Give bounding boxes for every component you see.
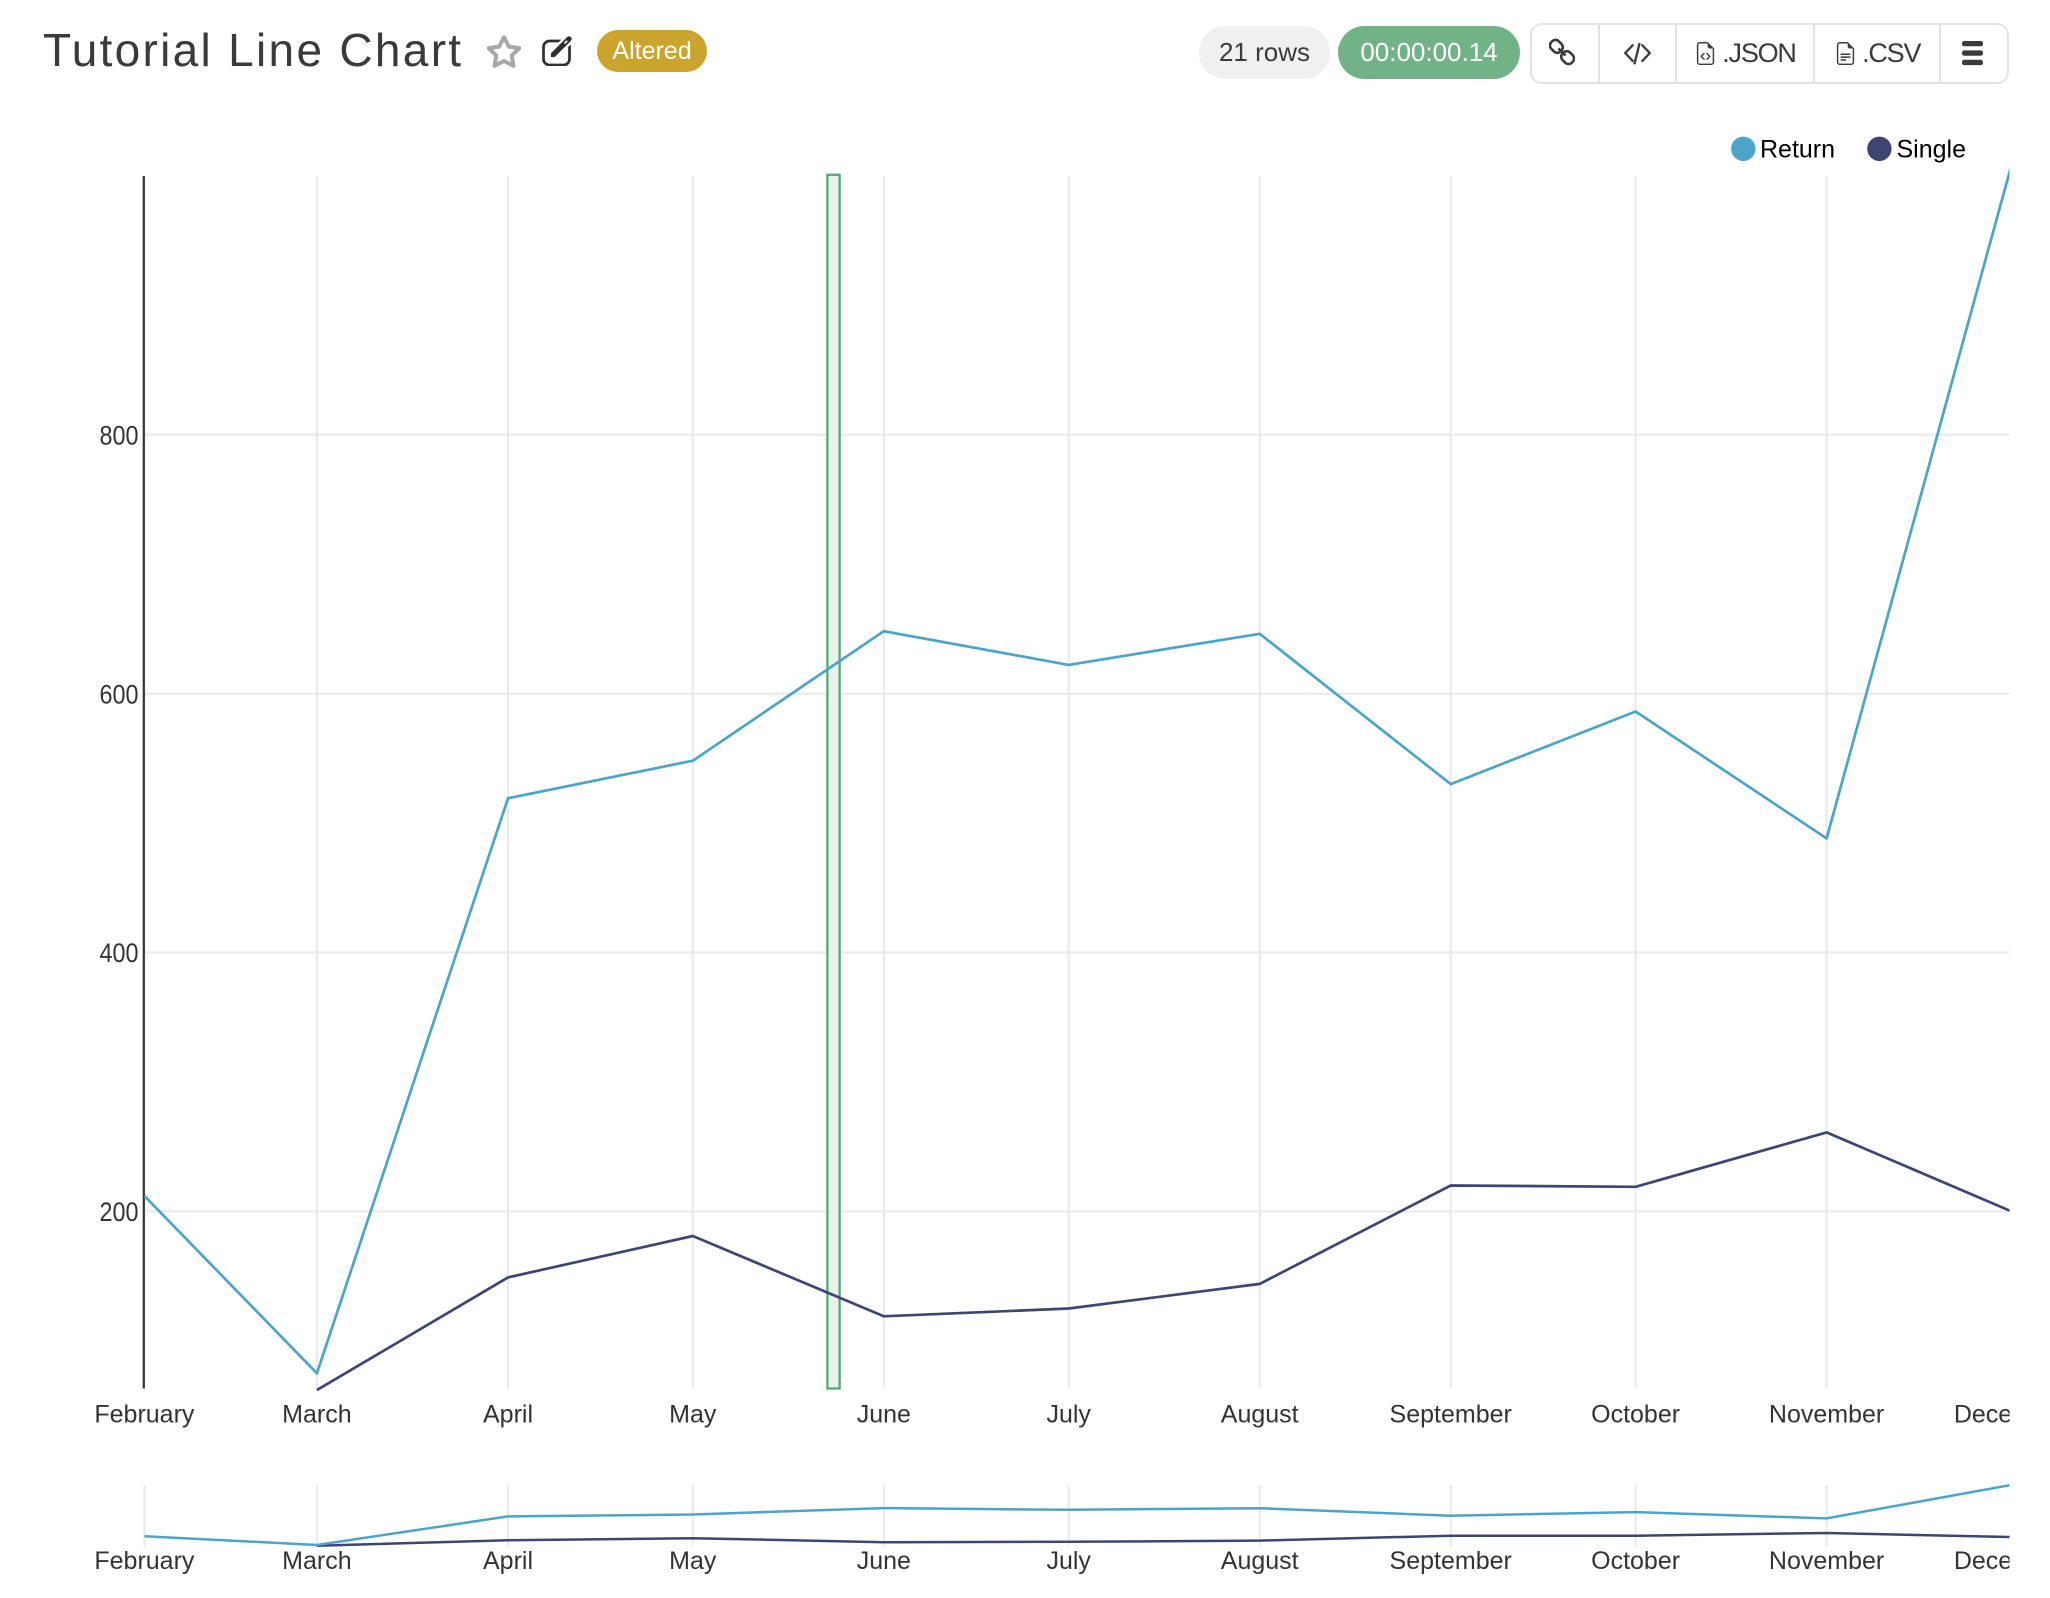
svg-text:November: November <box>1769 1401 1884 1429</box>
svg-text:February: February <box>94 1401 195 1429</box>
svg-text:September: September <box>1390 1547 1512 1575</box>
svg-text:September: September <box>1390 1401 1512 1429</box>
svg-text:200: 200 <box>100 1197 139 1227</box>
svg-text:December: December <box>1954 1547 2050 1575</box>
svg-text:800: 800 <box>100 420 139 450</box>
svg-text:May: May <box>669 1547 717 1575</box>
svg-text:August: August <box>1221 1547 1299 1575</box>
svg-text:400: 400 <box>100 938 139 968</box>
svg-text:600: 600 <box>100 680 139 710</box>
svg-text:June: June <box>857 1547 911 1575</box>
svg-text:March: March <box>282 1401 351 1429</box>
svg-text:October: October <box>1591 1547 1680 1575</box>
svg-text:April: April <box>483 1401 533 1429</box>
svg-text:Single: Single <box>1897 136 1967 164</box>
svg-text:October: October <box>1591 1401 1680 1429</box>
svg-text:May: May <box>669 1401 717 1429</box>
svg-text:February: February <box>94 1547 195 1575</box>
svg-text:July: July <box>1046 1547 1091 1575</box>
svg-text:July: July <box>1046 1401 1091 1429</box>
svg-text:December: December <box>1954 1401 2050 1429</box>
svg-text:April: April <box>483 1547 533 1575</box>
svg-text:August: August <box>1221 1401 1299 1429</box>
svg-text:March: March <box>282 1547 351 1575</box>
svg-text:Return: Return <box>1760 136 1835 164</box>
svg-text:November: November <box>1769 1547 1884 1575</box>
svg-text:June: June <box>857 1401 911 1429</box>
